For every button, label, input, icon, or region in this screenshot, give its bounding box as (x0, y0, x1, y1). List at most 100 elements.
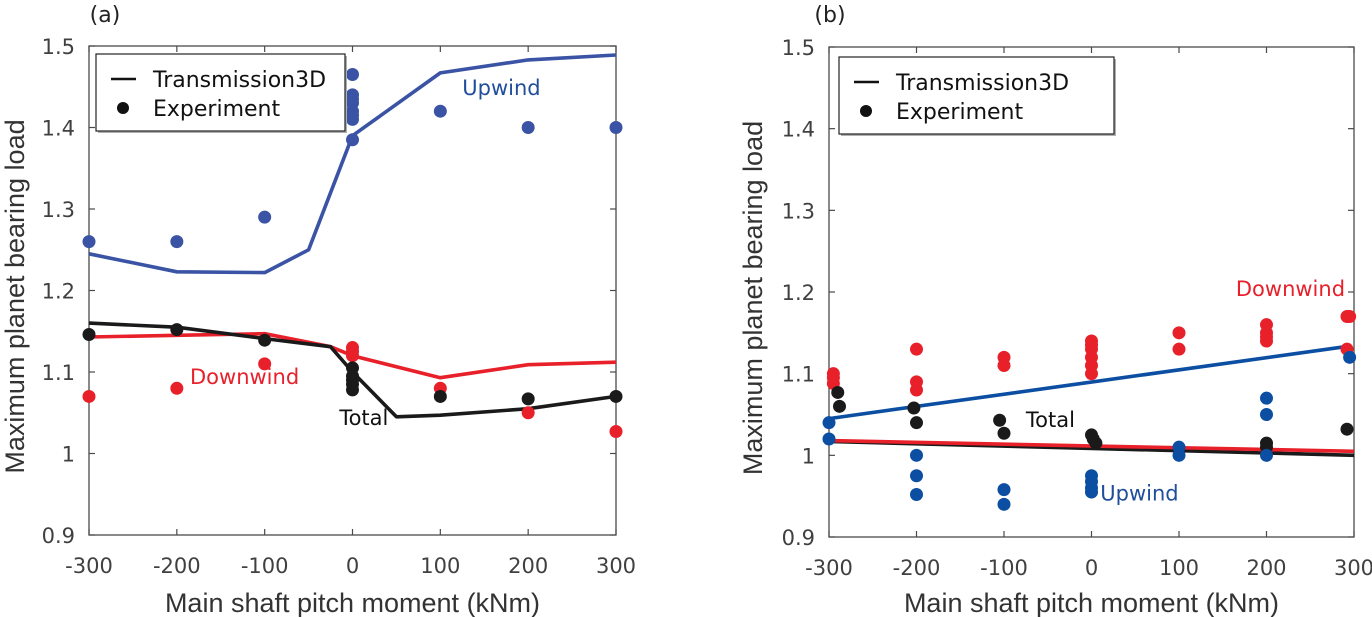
x-tick-label: 100 (1159, 556, 1199, 580)
y-tick-label: 1.4 (42, 117, 75, 141)
y-tick-label: 1 (802, 444, 815, 468)
legend-dot-icon (860, 105, 872, 117)
x-tick-label: 300 (1334, 556, 1372, 580)
annotation-upwind: Upwind (462, 76, 540, 100)
x-tick-label: 0 (1085, 556, 1098, 580)
panel-a: (a) -300 -200 -100 0 100 200 300 0.9 1 1.1 1.2 1.3 1.… (0, 3, 636, 617)
x-tick-label: -200 (153, 554, 201, 578)
y-tick-label: 1.2 (782, 281, 815, 305)
data-point-total-experiment (831, 385, 845, 399)
data-point-upwind-experiment (1085, 485, 1098, 499)
data-point-total-experiment (170, 323, 184, 337)
data-point-downwind-experiment (258, 357, 272, 371)
x-tick-label: 200 (1246, 556, 1286, 580)
annotation-downwind: Downwind (1236, 277, 1345, 301)
data-point-upwind-experiment (1260, 391, 1273, 405)
data-point-total-experiment (1340, 422, 1354, 436)
legend-box (838, 56, 1115, 135)
data-point-downwind-experiment (910, 342, 923, 356)
data-point-total-experiment (993, 413, 1007, 427)
data-point-downwind-experiment (1172, 326, 1186, 340)
y-tick-label: 1 (62, 443, 75, 467)
x-tick-label: -300 (65, 554, 113, 578)
data-point-upwind-experiment (346, 133, 359, 147)
data-point-total-experiment (609, 389, 623, 403)
data-point-upwind-experiment (910, 448, 923, 462)
data-point-total-experiment (1089, 436, 1103, 450)
y-tick-label: 1.3 (42, 198, 75, 222)
scatter-series-group (82, 68, 623, 438)
x-axis-label: Main shaft pitch moment (kNm) (904, 588, 1279, 617)
annotation-total: Total (338, 406, 388, 430)
annotation-upwind: Upwind (1100, 481, 1178, 505)
data-point-upwind-experiment (997, 497, 1011, 511)
x-tick-label: 100 (420, 554, 460, 578)
data-point-upwind-experiment (1172, 448, 1186, 462)
x-tick-label: 300 (596, 554, 636, 578)
data-point-total-experiment (907, 401, 921, 415)
annotation-total: Total (1025, 408, 1075, 432)
data-point-upwind-experiment (1260, 448, 1273, 462)
data-point-downwind-experiment (1260, 334, 1273, 348)
data-point-downwind-experiment (910, 383, 923, 397)
y-axis-label: Maximum planet bearing load (738, 121, 768, 475)
data-point-upwind-experiment (910, 488, 923, 502)
data-point-upwind-experiment (346, 112, 359, 126)
series-line-downwind (88, 331, 617, 380)
panel-label: (b) (814, 3, 845, 28)
data-point-total-experiment (258, 333, 272, 347)
y-axis-label: Maximum planet bearing load (0, 119, 30, 473)
data-point-upwind-experiment (170, 235, 184, 249)
data-point-upwind-experiment (1343, 350, 1357, 364)
y-tick-label: 1.5 (42, 35, 75, 59)
legend: Transmission3D Experiment (95, 53, 347, 133)
data-point-downwind-experiment (521, 406, 535, 420)
x-tick-label: 0 (346, 554, 359, 578)
data-point-downwind-experiment (609, 424, 623, 438)
data-point-total-experiment (433, 389, 447, 403)
legend: Transmission3D Experiment (838, 56, 1116, 136)
x-tick-label: -300 (805, 556, 853, 580)
data-point-upwind-experiment (521, 121, 535, 134)
data-point-downwind-experiment (346, 349, 359, 363)
data-point-upwind-experiment (258, 210, 272, 224)
y-tick-label: 1.1 (42, 361, 75, 385)
data-point-upwind-experiment (910, 469, 923, 483)
panel-b: (b) -300 -200 -100 0 100 200 300 0.9 1 1.1 1.2 1.3 1.… (738, 3, 1372, 617)
data-point-downwind-experiment (170, 381, 184, 395)
series-line-upwind (88, 53, 617, 275)
legend-label: Transmission3D (152, 68, 326, 93)
data-point-downwind-experiment (1343, 310, 1357, 323)
legend-box (95, 53, 346, 132)
data-point-upwind-experiment (609, 121, 623, 134)
data-point-downwind-experiment (1172, 342, 1186, 356)
data-point-downwind-experiment (997, 359, 1011, 372)
y-tick-label: 1.4 (782, 118, 815, 142)
legend-dot-icon (117, 102, 129, 114)
y-tick-label: 1.2 (42, 280, 75, 304)
y-tick-label: 1.3 (782, 199, 815, 223)
data-point-total-experiment (997, 426, 1011, 440)
x-tick-label: -100 (241, 554, 289, 578)
data-point-upwind-experiment (346, 68, 359, 82)
scatter-series-group (822, 310, 1357, 511)
data-point-downwind-experiment (82, 389, 96, 403)
data-point-downwind-experiment (1085, 338, 1098, 352)
y-tick-label: 0.9 (42, 524, 75, 548)
data-point-upwind-experiment (82, 235, 96, 249)
legend-label: Experiment (896, 100, 1023, 125)
data-point-total-experiment (910, 416, 923, 430)
x-tick-label: -100 (980, 556, 1028, 580)
data-point-upwind-experiment (997, 483, 1011, 497)
data-point-total-experiment (521, 392, 535, 406)
data-point-upwind-experiment (1260, 408, 1273, 421)
panel-label: (a) (90, 3, 121, 28)
data-point-total-experiment (346, 383, 359, 397)
y-tick-label: 0.9 (782, 526, 815, 550)
annotation-downwind: Downwind (190, 365, 299, 389)
data-point-upwind-experiment (433, 104, 447, 118)
data-point-upwind-experiment (822, 416, 836, 430)
data-point-total-experiment (833, 399, 846, 413)
data-point-downwind-experiment (1085, 367, 1098, 381)
